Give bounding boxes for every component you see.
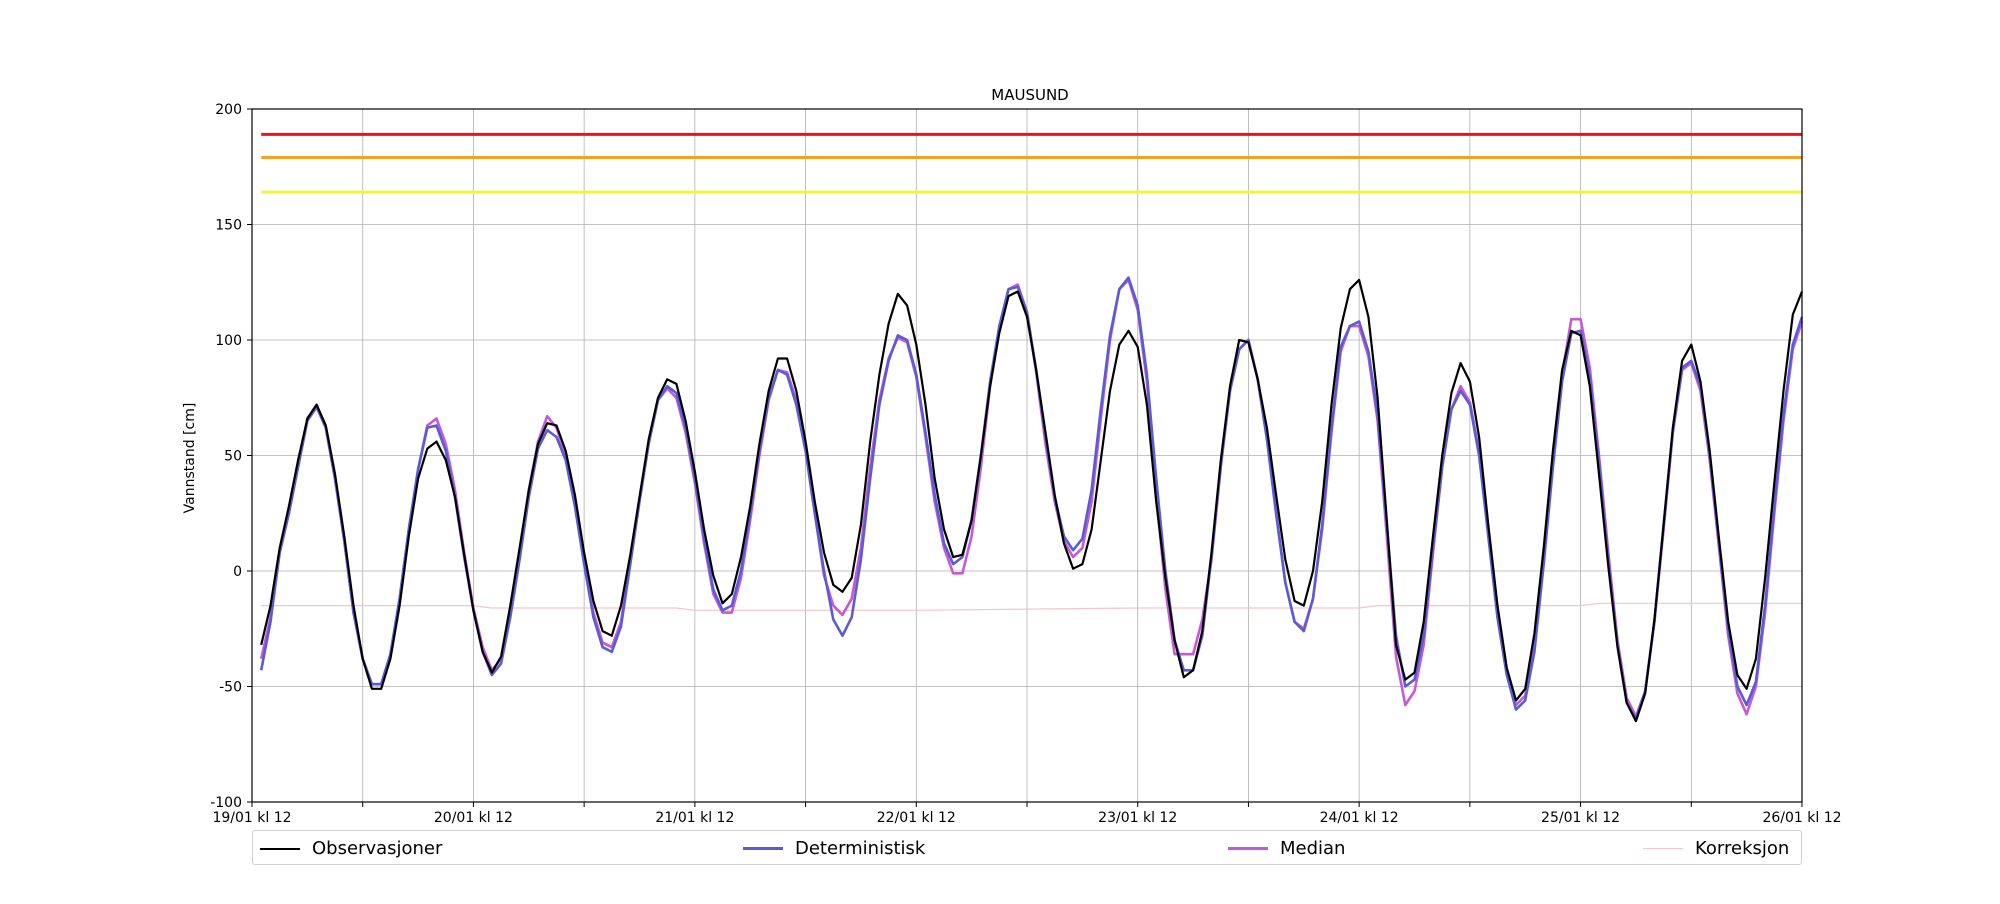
legend-item-median: Median bbox=[1228, 831, 1345, 866]
x-tick-label: 21/01 kl 12 bbox=[655, 810, 734, 826]
axis-layer: -100 -50 0 50 100 150 200 19/01 kl 12 20/01 kl 1… bbox=[210, 102, 1841, 826]
y-tick-label: 150 bbox=[215, 218, 242, 234]
x-tick-label: 25/01 kl 12 bbox=[1541, 810, 1620, 826]
legend-swatch bbox=[1228, 847, 1268, 850]
x-tick-label: 20/01 kl 12 bbox=[434, 810, 513, 826]
x-tick-label: 19/01 kl 12 bbox=[212, 810, 291, 826]
threshold-layer bbox=[261, 132, 1802, 194]
legend-label: Korreksjon bbox=[1695, 838, 1790, 859]
y-tick-label: -100 bbox=[210, 795, 242, 811]
y-tick-label: -50 bbox=[219, 680, 242, 696]
legend: Observasjoner Deterministisk Median Korr… bbox=[252, 830, 1802, 865]
series-line-korreksjon bbox=[261, 602, 1802, 611]
series-line-observasjoner bbox=[260, 278, 1804, 723]
legend-item-deterministisk: Deterministisk bbox=[743, 831, 925, 866]
x-tick-label: 22/01 kl 12 bbox=[877, 810, 956, 826]
grid-layer bbox=[251, 108, 1803, 803]
legend-label: Observasjoner bbox=[312, 838, 443, 859]
y-tick-label: 100 bbox=[215, 333, 242, 349]
legend-item-korreksjon: Korreksjon bbox=[1643, 831, 1789, 866]
y-tick-label: 50 bbox=[224, 449, 242, 465]
legend-label: Deterministisk bbox=[795, 838, 926, 859]
x-tick-label: 23/01 kl 12 bbox=[1098, 810, 1177, 826]
legend-item-observasjoner: Observasjoner bbox=[260, 831, 442, 866]
x-tick-label: 24/01 kl 12 bbox=[1320, 810, 1399, 826]
y-tick-label: 200 bbox=[215, 102, 242, 118]
y-axis-label: Vannstand [cm] bbox=[182, 403, 198, 514]
series-layer bbox=[259, 276, 1804, 723]
legend-swatch bbox=[743, 847, 783, 850]
legend-label: Median bbox=[1280, 838, 1346, 859]
y-tick-label: 0 bbox=[233, 564, 242, 580]
chart-title: MAUSUND bbox=[991, 86, 1068, 104]
x-tick-label: 26/01 kl 12 bbox=[1762, 810, 1841, 826]
legend-swatch bbox=[1643, 848, 1683, 849]
legend-swatch bbox=[260, 847, 300, 850]
